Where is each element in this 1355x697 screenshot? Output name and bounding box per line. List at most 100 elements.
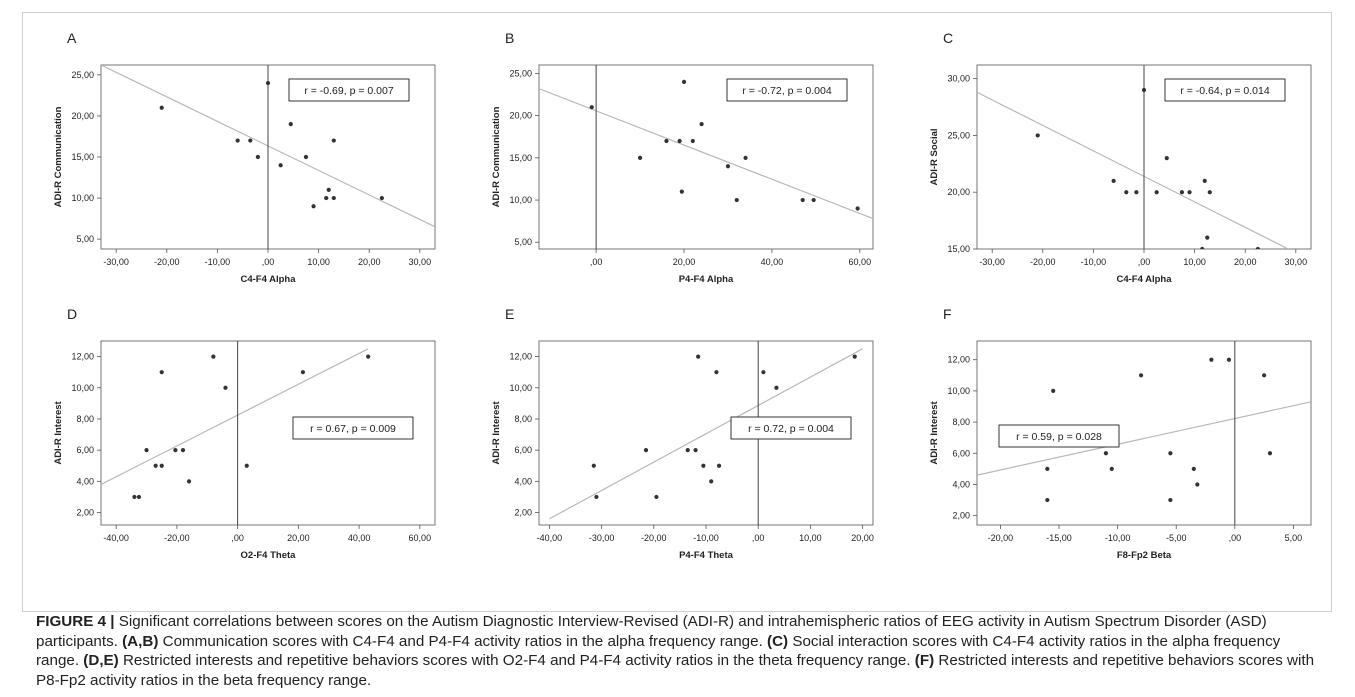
- x-tick-label: 20,00: [673, 257, 696, 267]
- stat-annotation: r = 0.67, p = 0.009: [310, 423, 396, 435]
- x-tick-label: -40,00: [537, 533, 563, 543]
- data-point: [159, 370, 164, 375]
- y-tick-label: 20,00: [509, 111, 532, 121]
- figure-caption: FIGURE 4 | Significant correlations betw…: [36, 612, 1326, 690]
- y-tick-label: 8,00: [76, 414, 94, 424]
- y-tick-label: 5,00: [76, 234, 94, 244]
- chart-panel-b: B ,00 20,00 40,00 60,00 5,00 10,00 15,00 20,00 25…: [475, 23, 895, 295]
- fit-line: [539, 88, 873, 220]
- y-tick-label: 15,00: [509, 153, 532, 163]
- data-point: [235, 138, 240, 143]
- data-point: [811, 197, 816, 203]
- data-point: [701, 463, 706, 468]
- x-tick-label: -15,00: [1046, 533, 1072, 543]
- data-point: [1124, 190, 1129, 195]
- scatter-chart: D -40,00 -20,00 ,00 20,00 40,00 60,00 2,00 4,00 6…: [53, 306, 436, 561]
- data-point: [1168, 451, 1173, 456]
- stat-annotation-box: [730, 416, 852, 440]
- data-point: [1051, 388, 1056, 393]
- x-tick-label: -5,00: [1166, 533, 1187, 543]
- x-tick-label: -10,00: [1081, 257, 1107, 267]
- stat-annotation: r = 0.72, p = 0.004: [748, 423, 834, 435]
- x-tick-label: 20,00: [1234, 257, 1257, 267]
- data-point: [679, 189, 684, 194]
- x-axis-label: P4-F4 Theta: [679, 550, 734, 561]
- y-tick-label: 2,00: [952, 511, 970, 521]
- caption-s1-label: (A,B): [122, 632, 159, 650]
- data-point: [1134, 190, 1139, 195]
- x-tick-label: -20,00: [641, 533, 667, 543]
- data-point: [1138, 373, 1144, 378]
- y-tick-label: 6,00: [76, 445, 94, 455]
- data-point: [1035, 133, 1040, 138]
- data-point: [1103, 451, 1109, 456]
- data-point: [1255, 246, 1260, 249]
- caption-s4-label: (F): [914, 652, 935, 669]
- caption-s3-text: Restricted interests and repetitive beha…: [118, 652, 915, 669]
- data-point: [300, 370, 306, 375]
- data-point: [1267, 451, 1273, 456]
- data-point: [132, 494, 137, 500]
- chart-panel-e: E -40,00 -30,00 -20,00 -10,00 ,00 10,00 20,00 2,…: [475, 299, 895, 571]
- x-tick-label: -30,00: [589, 533, 615, 543]
- data-point: [244, 463, 249, 468]
- panel-letter: C: [943, 30, 953, 46]
- data-point: [690, 138, 695, 144]
- data-point: [159, 105, 164, 110]
- x-tick-label: ,00: [262, 257, 275, 267]
- x-tick-label: 10,00: [799, 533, 822, 543]
- y-tick-label: 4,00: [952, 479, 970, 489]
- data-point: [1111, 178, 1116, 183]
- y-tick-label: 4,00: [76, 476, 94, 486]
- stat-annotation: r = -0.69, p = 0.007: [304, 85, 393, 97]
- data-point: [1209, 357, 1214, 362]
- data-point: [326, 187, 331, 192]
- stat-annotation-box: [288, 78, 410, 102]
- x-axis-label: P4-F4 Alpha: [679, 274, 734, 285]
- x-tick-label: -20,00: [164, 533, 190, 543]
- x-axis-label: O2-F4 Theta: [241, 550, 297, 561]
- y-tick-label: 30,00: [947, 74, 970, 84]
- data-point: [589, 105, 594, 110]
- data-point: [654, 494, 659, 500]
- data-point: [1202, 178, 1207, 183]
- y-tick-label: 20,00: [71, 111, 94, 121]
- y-tick-label: 6,00: [952, 448, 970, 458]
- y-tick-label: 5,00: [514, 237, 532, 247]
- data-point: [379, 195, 384, 201]
- scatter-chart: F -20,00 -15,00 -10,00 -5,00 ,00 5,00 2,00 4,00 6…: [929, 306, 1312, 561]
- stat-annotation-box: [726, 78, 848, 102]
- y-axis-label: ADI-R Interest: [53, 400, 64, 464]
- caption-s4-text: Restricted interests and repetitive beha…: [36, 652, 1315, 689]
- data-point: [1141, 87, 1147, 93]
- data-point: [1168, 497, 1173, 503]
- data-point: [303, 154, 309, 160]
- x-tick-label: ,00: [1229, 533, 1242, 543]
- x-tick-label: ,00: [231, 533, 244, 543]
- stat-annotation: r = -0.72, p = 0.004: [742, 85, 831, 97]
- stat-annotation: r = 0.59, p = 0.028: [1016, 431, 1102, 443]
- x-tick-label: -10,00: [693, 533, 719, 543]
- x-tick-label: 10,00: [307, 257, 330, 267]
- data-point: [1109, 466, 1114, 471]
- data-point: [144, 448, 149, 453]
- y-axis-label: ADI-R Interest: [929, 400, 940, 464]
- data-point: [681, 79, 687, 84]
- x-tick-label: ,00: [1138, 257, 1151, 267]
- data-point: [331, 195, 336, 201]
- data-point: [1262, 373, 1267, 378]
- y-tick-label: 12,00: [947, 355, 970, 365]
- chart-panel-a: A -30,00 -20,00 -10,00 ,00 10,00 20,00 30,00 5,0…: [37, 23, 457, 295]
- caption-s1-text: Communication scores with C4-F4 and P4-F…: [158, 632, 768, 650]
- data-point: [288, 122, 293, 127]
- data-point: [173, 448, 178, 453]
- x-tick-label: 30,00: [409, 257, 432, 267]
- data-point: [677, 138, 682, 144]
- data-point: [311, 204, 316, 209]
- y-tick-label: 10,00: [509, 383, 532, 393]
- data-point: [1187, 190, 1192, 195]
- panel-letter: B: [505, 30, 514, 46]
- stat-annotation: r = -0.64, p = 0.014: [1180, 85, 1269, 97]
- data-point: [1200, 246, 1205, 249]
- scatter-chart: E -40,00 -30,00 -20,00 -10,00 ,00 10,00 20,00 2,…: [491, 306, 874, 561]
